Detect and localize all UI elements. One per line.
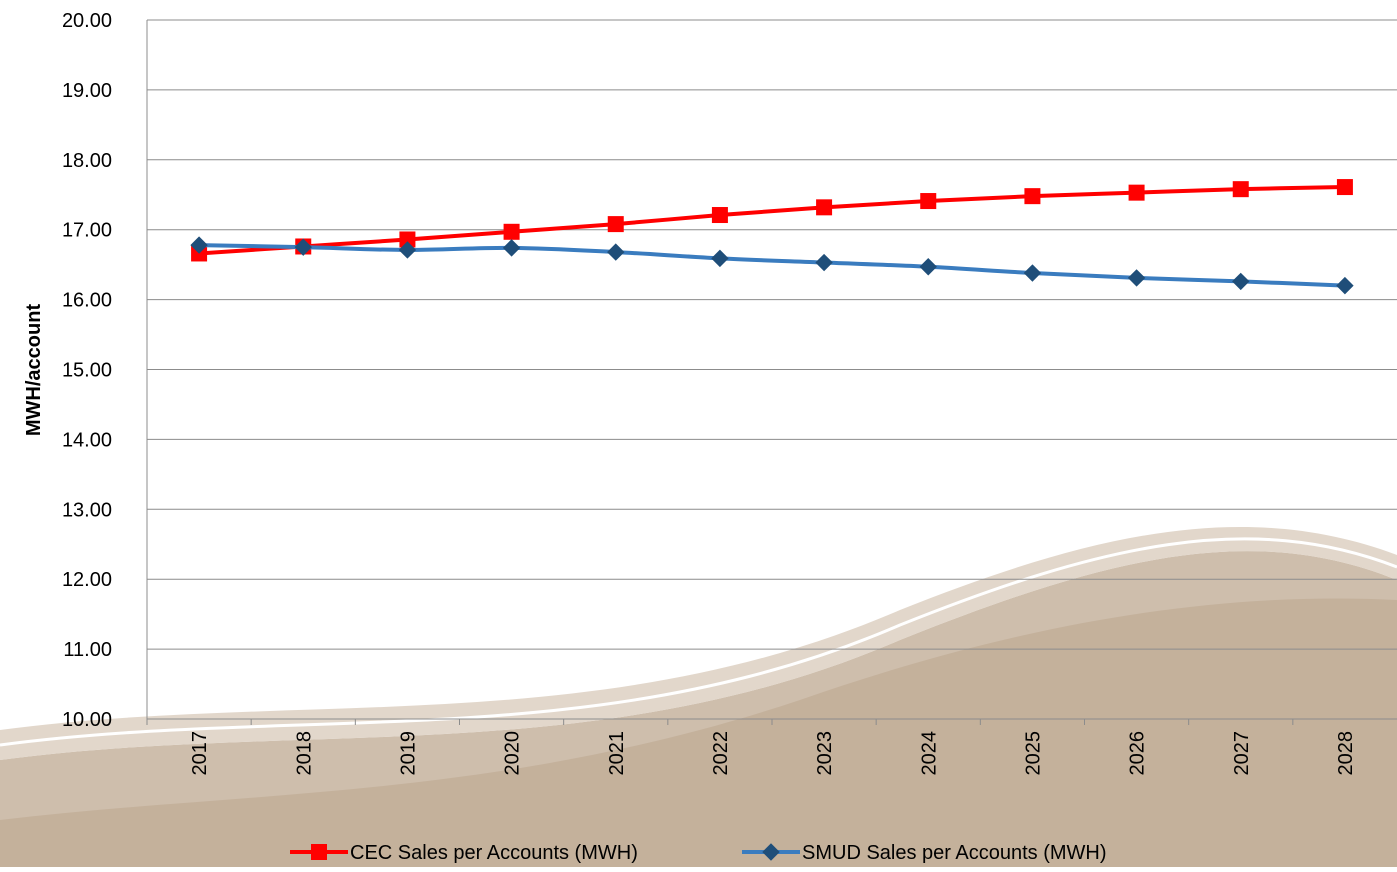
legend-label: CEC Sales per Accounts (MWH) [350,842,638,864]
x-tick-label: 2020 [502,731,524,776]
data-point [398,241,417,259]
x-tick-label: 2024 [918,731,940,776]
x-tick-label: 2025 [1022,731,1044,776]
swoosh-band [0,526,1397,760]
x-tick-label: 2019 [397,731,419,776]
data-point [919,258,937,276]
y-tick-label: 12.00 [62,569,112,591]
legend-marker [311,844,327,860]
data-point [1024,188,1041,205]
data-point [1128,184,1145,201]
x-tick-label: 2017 [189,731,211,776]
x-tick-label: 2026 [1127,731,1149,776]
data-point [920,193,937,210]
data-point [815,253,833,272]
data-point [503,223,520,240]
data-point [1336,179,1353,196]
axes [146,20,1397,725]
x-tick-label: 2018 [293,731,315,776]
swoosh-lower [0,598,1397,867]
data-point [816,199,833,216]
legend-item: SMUD Sales per Accounts (MWH) [742,842,1107,864]
data-point [1232,181,1249,198]
x-tick-label: 2027 [1231,731,1253,776]
series-cec [191,179,1353,262]
y-tick-label: 11.00 [63,639,112,661]
x-tick-label: 2028 [1335,731,1357,776]
x-tick-label: 2023 [814,731,836,776]
data-point [1023,264,1042,282]
y-tick-label: 14.00 [62,429,112,451]
x-tick-label: 2022 [710,731,732,776]
gridlines [147,19,1397,650]
data-point [607,216,624,233]
data-point [711,249,729,268]
legend-marker [762,843,780,861]
data-point [190,236,208,254]
series-group [190,179,1354,295]
y-axis-label: MWH/account [23,304,45,437]
y-tick-label: 18.00 [62,150,112,172]
legend-label: SMUD Sales per Accounts (MWH) [802,842,1107,864]
y-tick-label: 17.00 [62,220,112,242]
data-point [711,207,728,224]
legend-item: CEC Sales per Accounts (MWH) [290,842,638,864]
background-swoosh-decoration [0,526,1397,867]
y-tick-label: 15.00 [62,360,112,382]
data-point [294,238,312,256]
series-line [198,185,1345,256]
data-point [1232,272,1250,291]
data-point [399,231,416,248]
y-tick-labels: 10.00 11.00 12.00 13.00 14.00 15.00 16.00 17.00… [62,10,112,731]
y-tick-label: 16.00 [62,290,112,312]
y-tick-label: 19.00 [62,80,112,102]
legend: CEC Sales per Accounts (MWH) SMUD Sales p… [290,842,1107,864]
series-line [199,243,1346,288]
y-tick-label: 10.00 [62,709,112,731]
data-point [1127,269,1146,287]
series-smud [190,236,1354,295]
x-tick-label: 2021 [606,731,628,776]
y-tick-label: 13.00 [62,499,112,521]
data-point [1336,276,1354,295]
swoosh-line [0,537,1397,747]
data-point [502,239,521,257]
x-tick-labels: 2017 2018 2019 2020 2021 2022 2023 2024 2025 2026… [189,731,1357,776]
data-point [607,243,625,261]
y-tick-label: 20.00 [62,10,112,32]
